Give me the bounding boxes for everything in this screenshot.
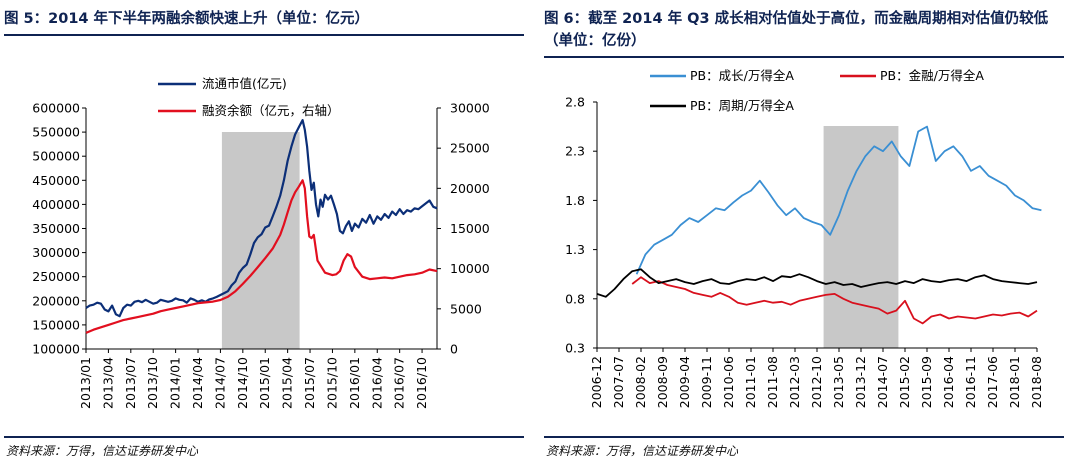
x-tick-label: 2018-08 — [1029, 356, 1044, 408]
x-tick-label: 2013/07 — [123, 357, 138, 409]
y-tick-label: 2.3 — [565, 144, 585, 159]
x-tick-label: 2008-02 — [633, 356, 648, 408]
x-tick-label: 2009-11 — [699, 356, 714, 408]
x-tick-label: 2016/04 — [369, 357, 384, 409]
left-tick-label: 450000 — [32, 173, 80, 188]
x-tick-label: 2010-06 — [721, 356, 736, 408]
x-tick-label: 2013/04 — [100, 357, 115, 409]
x-tick-label: 2015-02 — [897, 356, 912, 408]
x-tick-label: 2007-07 — [611, 356, 626, 408]
x-tick-label: 2014/10 — [235, 357, 250, 409]
series-line-financial-pb — [631, 276, 1038, 325]
x-tick-label: 2006-12 — [589, 356, 604, 408]
right-tick-label: 10000 — [450, 261, 490, 276]
legend-label: 融资余额（亿元，右轴） — [202, 103, 340, 118]
chart-fig6: 0.3 0.8 1.3 1.8 2.3 2.8 2006-12 2007-07 2008-02 2… — [565, 68, 1044, 408]
chart-title-fig5: 图 5：2014 年下半年两融余额快速上升（单位：亿元） — [4, 11, 370, 27]
x-tick-label: 2014/04 — [190, 357, 205, 409]
x-tick-label: 2015/01 — [257, 357, 272, 409]
left-tick-label: 400000 — [32, 197, 80, 212]
x-tick-label: 2016-04 — [941, 356, 956, 408]
shaded-period — [823, 126, 899, 348]
left-tick-label: 350000 — [32, 221, 80, 236]
chart-panel-fig6: 图 6：截至 2014 年 Q3 成长相对估值处于高位，而金融周期相对估值仍较低… — [540, 0, 1068, 475]
left-tick-label: 250000 — [32, 269, 80, 284]
chart-fig5: 1000001500002000002500003000003500004000… — [32, 76, 490, 409]
y-tick-label: 0.3 — [565, 341, 585, 356]
left-tick-label: 200000 — [32, 293, 80, 308]
left-tick-label: 600000 — [32, 101, 80, 116]
left-tick-label: 300000 — [32, 245, 80, 260]
source-rule — [544, 436, 1064, 438]
source-note-fig5: 资料来源：万得，信达证券研发中心 — [6, 444, 199, 458]
left-tick-label: 150000 — [32, 317, 80, 332]
source-rule — [4, 436, 524, 438]
x-tick-label: 2014-07 — [875, 356, 890, 408]
x-tick-label: 2016/07 — [392, 357, 407, 409]
x-tick-label: 2015/07 — [302, 357, 317, 409]
x-tick-label: 2011-01 — [743, 356, 758, 408]
x-tick-label: 2015/04 — [280, 357, 295, 409]
x-tick-label: 2016/10 — [414, 357, 429, 409]
series-line-growth-pb — [635, 125, 1042, 275]
y-tick-label: 1.8 — [565, 193, 585, 208]
legend-label: 流通市值(亿元) — [202, 76, 287, 91]
y-tick-label: 0.8 — [565, 291, 585, 306]
x-tick-label: 2013-12 — [853, 356, 868, 408]
x-tick-label: 2013/10 — [145, 357, 160, 409]
source-note-fig6: 资料来源：万得，信达证券研发中心 — [546, 444, 739, 458]
right-tick-label: 20000 — [450, 181, 490, 196]
x-tick-label: 2016-11 — [963, 356, 978, 408]
x-tick-label: 2014/07 — [212, 357, 227, 409]
x-tick-label: 2017-06 — [985, 356, 1000, 408]
left-tick-label: 100000 — [32, 342, 80, 357]
legend-label: PB：周期/万得全A — [690, 98, 794, 113]
chart-title-fig6: 图 6：截至 2014 年 Q3 成长相对估值处于高位，而金融周期相对估值仍较低… — [544, 11, 1049, 49]
y-tick-label: 1.3 — [565, 242, 585, 257]
title-rule — [544, 56, 1064, 58]
left-tick-label: 550000 — [32, 125, 80, 140]
right-tick-label: 30000 — [450, 101, 490, 116]
left-tick-label: 500000 — [32, 149, 80, 164]
legend-label: PB：金融/万得全A — [880, 68, 984, 83]
x-tick-label: 2009-04 — [677, 356, 692, 408]
x-tick-label: 2012-03 — [787, 356, 802, 408]
x-tick-label: 2012-10 — [809, 356, 824, 408]
x-tick-label: 2015/10 — [324, 357, 339, 409]
y-tick-label: 2.8 — [565, 95, 585, 110]
title-rule — [4, 34, 524, 36]
legend-label: PB：成长/万得全A — [690, 68, 794, 83]
x-tick-label: 2014/01 — [168, 357, 183, 409]
x-tick-label: 2016/01 — [347, 357, 362, 409]
chart-panel-fig5: 图 5：2014 年下半年两融余额快速上升（单位：亿元） 100000 15000… — [0, 0, 528, 475]
series-line-market-cap — [85, 119, 438, 318]
right-tick-label: 0 — [450, 342, 458, 357]
right-tick-label: 25000 — [450, 141, 490, 156]
x-tick-label: 2008-09 — [655, 356, 670, 408]
x-tick-label: 2011-08 — [765, 356, 780, 408]
right-tick-label: 5000 — [450, 301, 482, 316]
right-tick-label: 15000 — [450, 221, 490, 236]
x-tick-label: 2018-01 — [1007, 356, 1022, 408]
x-tick-label: 2013/01 — [78, 357, 93, 409]
x-tick-label: 2015-09 — [919, 356, 934, 408]
series-line-margin-balance — [85, 179, 438, 334]
series-line-cyclical-pb — [596, 268, 1038, 298]
x-tick-label: 2013-05 — [831, 356, 846, 408]
